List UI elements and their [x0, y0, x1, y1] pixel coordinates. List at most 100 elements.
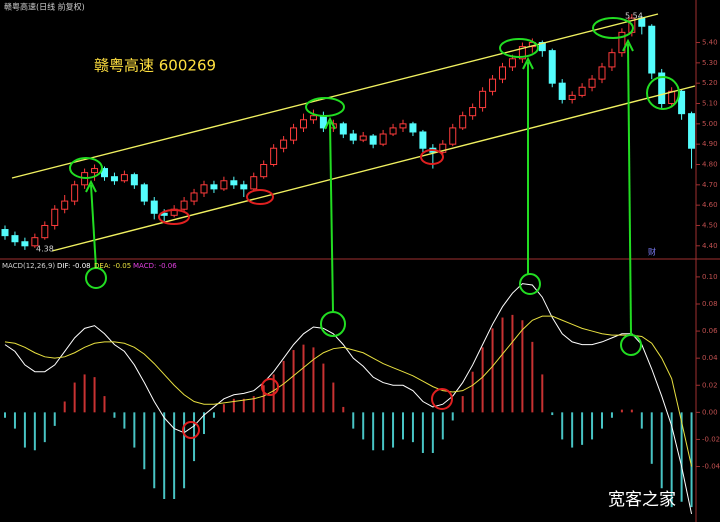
candle-body [369, 135, 377, 145]
candle-body [51, 208, 59, 226]
candle-body [190, 192, 198, 202]
candle-body [658, 72, 666, 105]
y-tick-label: 0.02 [702, 381, 718, 389]
arrow [90, 184, 97, 269]
candle-body [588, 78, 596, 88]
y-tick-label: -0.04 [702, 463, 720, 471]
peak-circle [499, 38, 539, 58]
y-tick-label: 4.80 [702, 160, 718, 168]
candle-body [608, 52, 616, 68]
candle-body [449, 127, 457, 145]
arrow-head [324, 116, 336, 130]
badge: 财 [648, 247, 656, 257]
low-circle [246, 189, 274, 205]
candle-body [598, 66, 606, 80]
y-tick-label: -0.02 [702, 435, 720, 443]
y-tick-label: 0.00 [702, 408, 718, 416]
y-tick-label: 4.40 [702, 242, 718, 250]
candle-body [469, 107, 477, 117]
peak-circle [305, 97, 345, 117]
y-tick-label: 4.50 [702, 221, 718, 229]
channel-upper [11, 13, 659, 179]
candle-body [210, 184, 218, 190]
macd-line [4, 283, 693, 515]
y-tick-label: 0.10 [702, 273, 718, 281]
arrow-head [622, 38, 634, 52]
watermark: 宽客之家 [608, 490, 676, 510]
candle-body [300, 119, 307, 129]
y-tick-label: 4.60 [702, 201, 718, 209]
candle-body [41, 224, 49, 239]
low-circle [158, 209, 190, 225]
candle-body [618, 31, 626, 54]
candle-body [270, 147, 278, 165]
candle-body [688, 113, 696, 149]
candle-body [508, 58, 516, 68]
candle-body [150, 200, 158, 214]
peak-circle [69, 157, 103, 179]
high-label: 5.54 [625, 12, 643, 21]
candle-body [568, 94, 576, 100]
candle-body [309, 115, 317, 121]
y-tick-label: 5.00 [702, 120, 718, 128]
arrow [627, 43, 632, 336]
stock-annotation: 赣粤高速 600269 [94, 57, 216, 75]
arrow-head [85, 179, 97, 193]
y-tick-label: 0.06 [702, 327, 718, 335]
candle-body [678, 90, 686, 115]
y-tick-label: 5.30 [702, 59, 718, 67]
candle-body [479, 90, 487, 109]
low-label: 4.38 [36, 245, 54, 254]
candle-body [548, 50, 556, 84]
y-tick-label: 5.20 [702, 79, 718, 87]
candle-body [499, 66, 506, 80]
chart-title: 赣粤高速(日线 前复权) [4, 2, 85, 12]
y-tick-label: 0.08 [702, 300, 718, 308]
candle-body [230, 180, 238, 186]
y-tick-label: 4.70 [702, 181, 718, 189]
candle-body [439, 143, 447, 153]
channel-lower [51, 85, 696, 252]
macd-line [4, 315, 693, 467]
y-tick-label: 5.40 [702, 39, 718, 47]
low-highlights [158, 149, 453, 439]
low-circle [182, 421, 200, 439]
candle-body [489, 78, 497, 92]
candle-body [220, 180, 228, 190]
candle-body [200, 184, 208, 194]
candle-body [558, 82, 566, 100]
candle-body [11, 235, 19, 243]
peak-circle [592, 17, 634, 39]
y-tick-label: 4.90 [702, 140, 718, 148]
low-circle [261, 378, 279, 396]
candle-body [399, 123, 407, 129]
candle-body [91, 168, 99, 174]
macd-label: MACD: -0.06 [133, 262, 177, 270]
candle-body [21, 241, 29, 247]
candle-body [379, 133, 387, 145]
candle-body [140, 184, 148, 202]
candle-body [538, 42, 546, 52]
candle-body [180, 200, 188, 210]
peak-circle [646, 76, 680, 110]
low-circle [420, 149, 444, 165]
candle-body [280, 139, 288, 149]
candle-body [349, 133, 357, 141]
candle-body [648, 25, 656, 74]
low-circle [431, 388, 453, 410]
candle-body [389, 127, 397, 135]
candle-body [290, 127, 298, 141]
candle-body [518, 46, 526, 60]
candle-body [578, 86, 586, 96]
y-tick-label: 5.10 [702, 100, 718, 108]
candle-body [359, 135, 367, 141]
candle-body [419, 131, 427, 149]
candle-body [250, 176, 258, 190]
candle-body [61, 200, 69, 210]
dif-label: DIF: -0.08 [57, 262, 91, 270]
candle-body [459, 115, 467, 129]
candle-body [130, 174, 138, 186]
dea-label: DEA: -0.05 [94, 262, 131, 270]
